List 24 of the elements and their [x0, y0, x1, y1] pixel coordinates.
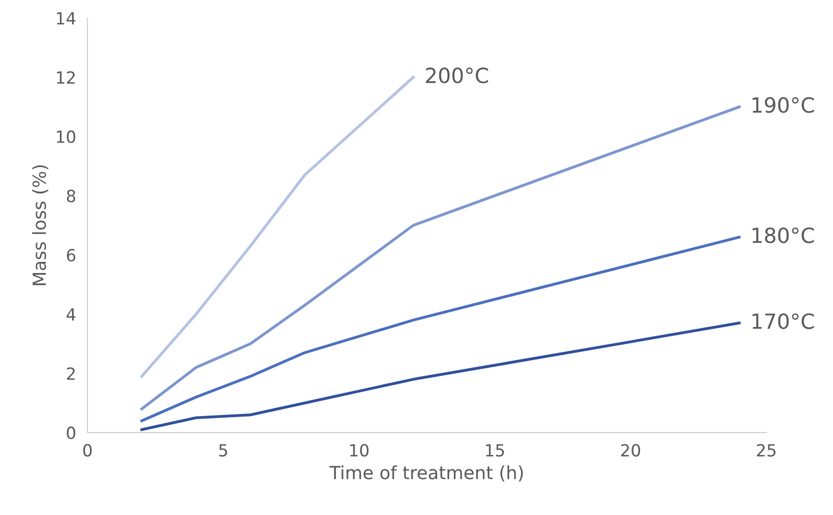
series-label: 170°C — [752, 313, 814, 330]
line-series — [140, 322, 741, 432]
x-tick-label: 15 — [486, 444, 504, 457]
y-tick-label: 4 — [66, 308, 76, 320]
x-axis-title: Time of treatment (h) — [329, 465, 523, 482]
line-series — [140, 105, 741, 410]
y-tick-label: 14 — [56, 12, 76, 24]
x-tick-label: 10 — [350, 444, 369, 457]
series-label: 190°C — [752, 97, 814, 113]
y-tick-label: 8 — [66, 190, 76, 202]
y-tick-label: 0 — [66, 426, 76, 440]
line-series — [140, 236, 741, 422]
y-tick-label: 6 — [66, 248, 76, 262]
series-label: 180°C — [752, 227, 814, 244]
x-tick-label: 5 — [219, 444, 228, 457]
x-tick-label: 0 — [83, 444, 92, 457]
y-tick-label: 2 — [66, 367, 75, 380]
y-tick-label: 12 — [56, 71, 75, 84]
x-tick-label: 25 — [756, 444, 776, 457]
line-series — [140, 76, 415, 378]
x-tick-label: 20 — [621, 444, 640, 457]
y-tick-label: 10 — [56, 130, 76, 144]
series-label: 200°C — [426, 68, 488, 84]
y-axis-title: Mass loss (%) — [32, 165, 48, 286]
